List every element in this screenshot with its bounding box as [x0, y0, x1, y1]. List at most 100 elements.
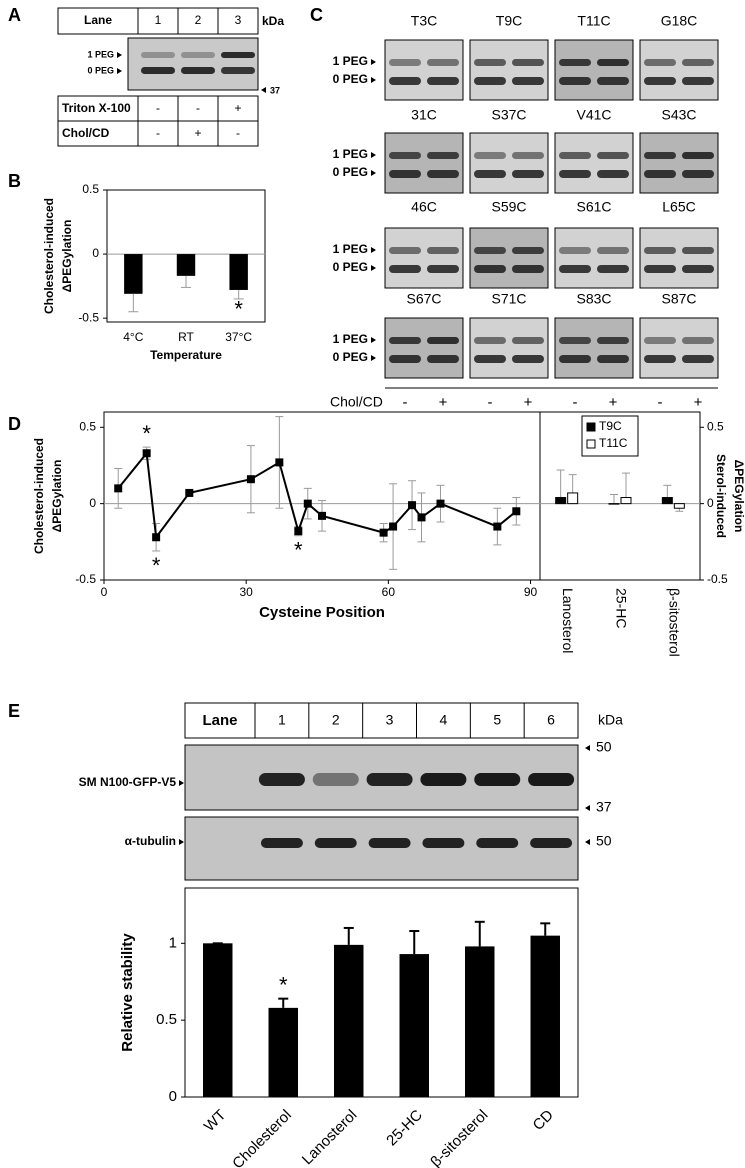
x-tick-label: CD	[530, 1107, 557, 1134]
x-tick-label: 30	[239, 585, 253, 599]
y-axis-label: Relative stability	[119, 933, 136, 1052]
plot-frame	[103, 411, 701, 581]
bar	[229, 254, 248, 290]
band	[512, 355, 544, 363]
band-label: 0 PEG	[87, 65, 114, 75]
band	[559, 170, 591, 178]
x-tick-label: β-sitosterol	[427, 1107, 491, 1168]
mw-unit: kDa	[262, 14, 284, 28]
bar	[465, 946, 495, 1097]
condition-name: Chol/CD	[330, 394, 383, 410]
band	[474, 170, 506, 178]
band	[682, 265, 714, 273]
x-tick-label: 37°C	[225, 330, 252, 344]
y-tick-label: 0	[89, 496, 96, 510]
x-tick-label: 90	[524, 585, 538, 599]
x-tick-label: 0	[101, 585, 108, 599]
bar	[530, 935, 560, 1097]
legend-label: T11C	[599, 436, 628, 450]
mutant-name: G18C	[661, 13, 698, 29]
data-point	[152, 533, 161, 542]
band	[389, 77, 421, 85]
bar	[567, 492, 579, 505]
band	[474, 355, 506, 363]
band	[181, 67, 215, 74]
condition-sign: -	[196, 101, 200, 115]
band	[682, 247, 714, 254]
band	[389, 170, 421, 178]
blot	[384, 132, 464, 194]
band-label: 0 PEG	[333, 165, 368, 179]
band	[597, 337, 629, 344]
y-axis-label: Cholesterol-induced	[32, 438, 46, 554]
y-axis-label: ΔPEGylation	[50, 460, 64, 533]
blot	[184, 816, 579, 881]
band	[221, 67, 255, 74]
condition-row	[57, 120, 259, 147]
arrowhead	[371, 355, 376, 361]
y2-tick-label: -0.5	[707, 572, 728, 586]
band-label: 1 PEG	[333, 332, 368, 346]
x-tick-label: 4°C	[123, 330, 143, 344]
lane-number: 1	[278, 712, 286, 728]
band	[427, 265, 459, 273]
panel-label: B	[8, 171, 21, 191]
arrowhead	[585, 839, 590, 845]
plot-frame	[184, 887, 579, 1098]
lane-header: Lane	[84, 13, 112, 27]
x-tick-label: β-sitosterol	[667, 588, 683, 657]
condition-name: Triton X-100	[62, 101, 131, 115]
significance-mark: *	[142, 421, 151, 446]
band	[644, 337, 676, 344]
band	[427, 152, 459, 159]
band	[422, 838, 465, 848]
y-tick-label: 0.5	[79, 419, 96, 433]
band	[528, 773, 575, 786]
band	[474, 247, 506, 254]
bar	[176, 254, 196, 276]
blot	[554, 227, 634, 289]
band	[597, 355, 629, 363]
band	[597, 170, 629, 178]
bar	[620, 497, 632, 505]
band	[427, 77, 459, 85]
blot	[639, 227, 719, 289]
panel-label: A	[8, 5, 21, 25]
y-tick-label: 0	[92, 246, 99, 260]
band	[512, 337, 544, 344]
significance-mark: *	[279, 972, 288, 997]
band	[597, 77, 629, 85]
mutant-name: S43C	[661, 107, 696, 123]
condition-sign: -	[658, 394, 663, 411]
mutant-name: S71C	[491, 291, 526, 307]
band	[474, 59, 506, 66]
arrowhead	[261, 87, 266, 93]
condition-sign: +	[439, 394, 448, 411]
y2-tick-label: 0.5	[707, 419, 724, 433]
blot	[127, 37, 259, 91]
lane-number: 2	[332, 712, 340, 728]
mutant-name: T3C	[411, 13, 437, 29]
band	[644, 355, 676, 363]
lane-number: 5	[493, 712, 501, 728]
data-point	[185, 488, 194, 497]
band	[427, 337, 459, 344]
band-label: 0 PEG	[333, 260, 368, 274]
mw-marker: 37	[596, 799, 612, 815]
blot	[384, 317, 464, 379]
lane-table	[184, 702, 579, 739]
band-label: 1 PEG	[333, 147, 368, 161]
y-axis-label: ΔPEGylation	[60, 220, 74, 293]
lane-number: 4	[440, 712, 448, 728]
band	[644, 152, 676, 159]
arrowhead	[179, 839, 184, 845]
band-label: 1 PEG	[333, 242, 368, 256]
band	[368, 838, 411, 848]
band	[512, 77, 544, 85]
condition-sign: +	[609, 394, 618, 411]
y2-tick-label: 0	[707, 496, 714, 510]
data-point	[275, 458, 284, 467]
band	[366, 773, 413, 786]
mutant-name: 31C	[411, 107, 437, 123]
arrowhead	[371, 59, 376, 65]
